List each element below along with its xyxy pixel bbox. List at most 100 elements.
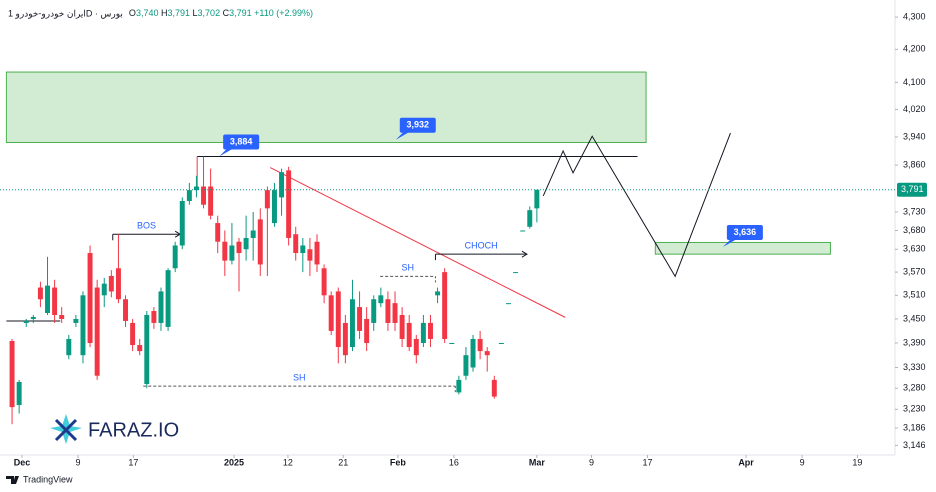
y-tick-label: 3,450	[903, 313, 926, 323]
candle-body	[37, 287, 43, 300]
candle-body	[52, 287, 58, 315]
y-tick-label: 3,570	[903, 266, 926, 276]
candle-body	[506, 303, 511, 305]
candle-body	[165, 270, 171, 327]
candle-body	[229, 245, 235, 261]
marker-label: BOS	[137, 221, 156, 231]
badge-box	[726, 224, 763, 240]
candle-body	[257, 219, 263, 265]
candle-body	[201, 186, 207, 205]
drawing-line	[542, 132, 731, 278]
footer: TradingView	[6, 474, 73, 484]
x-tick-label: Dec	[14, 457, 31, 467]
candle-body	[442, 272, 448, 339]
ohlc-value: 3,702	[198, 8, 221, 18]
candle-body	[123, 299, 129, 321]
ohlc-key: C	[223, 8, 230, 18]
y-tick-label: 3,330	[903, 362, 926, 372]
candle-body	[300, 245, 306, 254]
candle-body	[271, 190, 277, 224]
candle-body	[392, 303, 398, 323]
ohlc-key: O	[129, 8, 136, 18]
badge-box	[223, 134, 260, 150]
candle-body	[378, 295, 384, 304]
candle-body	[137, 345, 143, 352]
candle-body	[342, 322, 348, 356]
candle-body	[66, 338, 72, 356]
candle-body	[279, 172, 285, 198]
ohlc-key: L	[193, 8, 198, 18]
candle-body	[186, 190, 192, 202]
candle-body	[520, 230, 526, 232]
marker-label: SH	[402, 263, 415, 273]
y-tick-label: 3,940	[903, 131, 926, 141]
change: +110 (+2.99%)	[254, 8, 313, 18]
marker-label: SH	[293, 373, 306, 383]
marker-label: CHOCH	[465, 241, 498, 251]
y-tick-label: 3,280	[903, 383, 926, 393]
x-tick-label: 19	[852, 457, 862, 467]
y-tick-label: 3,630	[903, 244, 926, 254]
candle-body	[193, 186, 199, 191]
candle-body	[420, 322, 426, 344]
candle-body	[45, 285, 50, 314]
candle-body	[23, 320, 29, 323]
candle-body	[477, 338, 483, 352]
x-tick-label: 12	[283, 457, 293, 467]
candle-body	[435, 291, 441, 296]
candle-body	[236, 241, 242, 254]
y-tick-label: 3,390	[903, 337, 926, 347]
y-tick-label: 3,680	[903, 225, 926, 235]
x-tick-label: Feb	[390, 457, 407, 467]
zone-label: 3,636	[722, 224, 763, 247]
candle-body	[399, 314, 405, 339]
candle-body	[94, 287, 100, 376]
ohlc-value: 3,791	[229, 8, 252, 18]
candle-body	[115, 268, 121, 300]
arrow-head	[521, 250, 528, 258]
candle-body	[250, 230, 256, 238]
x-tick-label: 21	[338, 457, 348, 467]
drawing-line	[269, 167, 566, 318]
x-tick-label: 17	[642, 457, 652, 467]
candle-body	[215, 223, 221, 242]
candle-body	[513, 272, 519, 274]
candle-body	[293, 234, 299, 254]
x-tick-label: 16	[449, 457, 459, 467]
y-tick-label: 4,200	[903, 44, 926, 54]
badge-pointer	[395, 131, 410, 140]
candle-body	[463, 355, 469, 376]
candle-body	[413, 338, 419, 356]
ohlc-value: 3,791	[167, 8, 190, 18]
candle-body	[527, 210, 533, 227]
ohlc-legend: O3,740 H3,791 L3,702 C3,791 +110 (+2.99%…	[129, 8, 313, 18]
x-tick-label: 9	[800, 457, 805, 467]
candle-body	[9, 340, 15, 408]
candle-body	[349, 299, 355, 348]
y-tick-label: 3,730	[903, 206, 926, 216]
header: ایران خودرو-خودرو 1D · بورس O3,740 H3,79…	[8, 8, 313, 19]
candle-body	[73, 318, 79, 323]
candle-body	[264, 190, 270, 209]
x-tick-label: 2025	[224, 457, 244, 467]
badge-pointer	[722, 238, 737, 247]
watermark-logo: FARAZ.IO	[50, 414, 179, 444]
candle-body	[80, 295, 86, 356]
candle-body	[16, 381, 22, 406]
candle-body	[321, 268, 327, 296]
y-tick-label: 3,860	[903, 159, 926, 169]
candle-body	[534, 189, 540, 209]
candle-body	[406, 322, 412, 348]
ohlc-key: H	[161, 8, 168, 18]
candle-body	[314, 241, 320, 265]
candle-body	[335, 291, 341, 348]
candle-body	[286, 170, 292, 238]
candle-body	[130, 322, 136, 346]
candle-body	[427, 322, 433, 339]
candle-body	[371, 299, 377, 323]
candle-body	[151, 311, 157, 323]
x-tick-label: Apr	[738, 457, 754, 467]
y-tick-label: 3,146	[903, 440, 926, 450]
footer-text: TradingView	[23, 474, 73, 484]
